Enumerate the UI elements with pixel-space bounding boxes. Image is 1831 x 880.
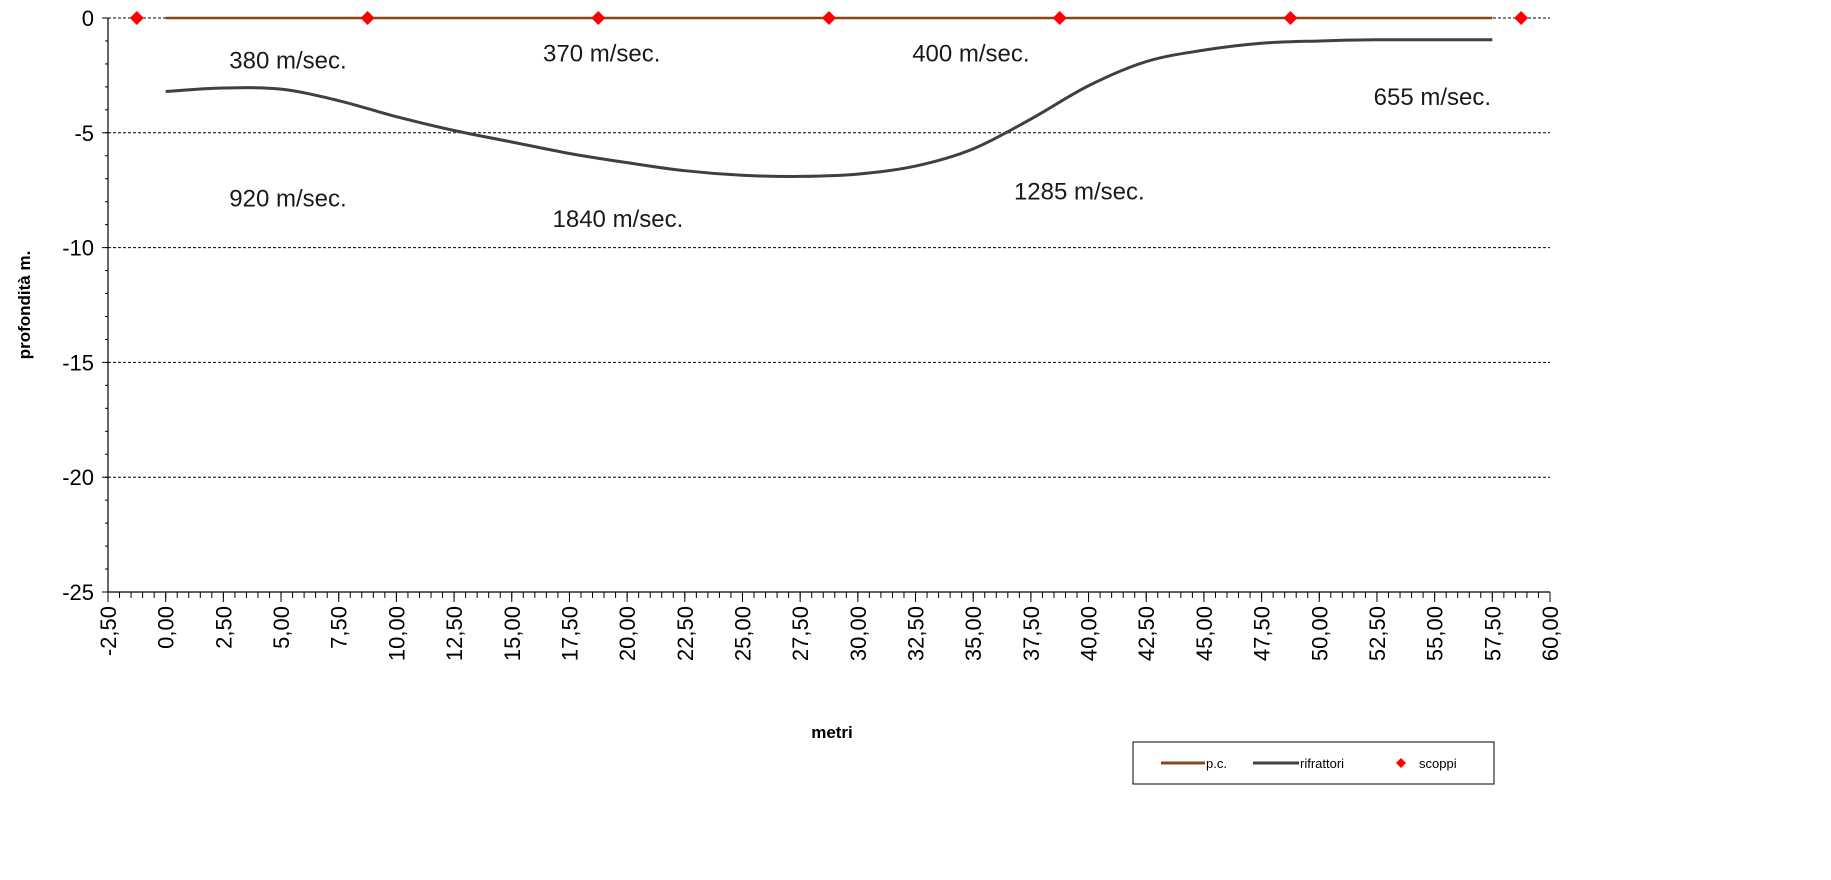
- y-tick-label: -20: [62, 465, 94, 490]
- x-tick-label: 32,50: [904, 606, 929, 661]
- x-tick-label: 2,50: [211, 606, 236, 649]
- x-tick-label: 12,50: [442, 606, 467, 661]
- y-axis-title: profondità m.: [15, 251, 34, 360]
- annotation-layer: 380 m/sec. 370 m/sec. 400 m/sec. 655 m/sec.…: [229, 41, 1491, 233]
- y-tick-label: -15: [62, 350, 94, 375]
- x-tick-label: 25,00: [730, 606, 755, 661]
- x-tick-label: 27,50: [788, 606, 813, 661]
- x-tick-label: 42,50: [1134, 606, 1159, 661]
- velocity-label: 655 m/sec.: [1374, 84, 1491, 111]
- legend-key-scoppi: [1396, 758, 1406, 768]
- scoppi-point: [360, 11, 375, 25]
- series-layer: [129, 11, 1529, 178]
- velocity-label: 380 m/sec.: [229, 48, 346, 75]
- axis-layer: 0 -5 -10 -15 -20 -25-2,50 0,00 2,50 5,00 7,50 10,0…: [62, 6, 1563, 661]
- x-tick-label: 52,50: [1365, 606, 1390, 661]
- velocity-label: 1285 m/sec.: [1014, 178, 1145, 205]
- x-tick-label: 47,50: [1250, 606, 1275, 661]
- grid-layer: [108, 17, 1550, 478]
- x-tick-label: 22,50: [673, 606, 698, 661]
- x-tick-label: 50,00: [1307, 606, 1332, 661]
- legend-label: scoppi: [1419, 756, 1457, 771]
- scoppi-point: [1283, 11, 1298, 25]
- x-tick-label: 17,50: [557, 606, 582, 661]
- x-tick-label: 55,00: [1423, 606, 1448, 661]
- x-tick-label: 57,50: [1480, 606, 1505, 661]
- x-tick-label: 45,00: [1192, 606, 1217, 661]
- velocity-label: 400 m/sec.: [912, 41, 1029, 68]
- scoppi-point: [129, 11, 144, 25]
- x-tick-label: 30,00: [846, 606, 871, 661]
- x-tick-label: 7,50: [327, 606, 352, 649]
- y-tick-label: -5: [74, 121, 94, 146]
- x-axis-title: metri: [811, 723, 853, 742]
- scoppi-point: [822, 11, 836, 25]
- legend-label: p.c.: [1206, 756, 1227, 771]
- x-tick-label: 35,00: [961, 606, 986, 661]
- velocity-label: 370 m/sec.: [543, 41, 660, 68]
- x-tick-label: 60,00: [1538, 606, 1563, 661]
- x-tick-label: 37,50: [1019, 606, 1044, 661]
- x-tick-label: 40,00: [1077, 606, 1102, 661]
- x-tick-label: 0,00: [154, 606, 179, 649]
- x-tick-label: 15,00: [500, 606, 525, 661]
- legend-label: rifrattori: [1300, 756, 1344, 771]
- velocity-label: 1840 m/sec.: [553, 206, 684, 233]
- x-tick-label: 20,00: [615, 606, 640, 661]
- legend: p.c. rifrattori scoppi: [1132, 741, 1495, 785]
- y-tick-label: -10: [62, 236, 94, 261]
- x-tick-label: 10,00: [384, 606, 409, 661]
- x-tick-label: 5,00: [269, 606, 294, 649]
- velocity-label: 920 m/sec.: [229, 185, 346, 212]
- x-tick-label: -2,50: [96, 606, 121, 656]
- y-tick-label: -25: [62, 580, 94, 605]
- scoppi-point: [1514, 11, 1529, 25]
- rifrattori-line: [165, 38, 1493, 178]
- scoppi-point: [1052, 11, 1067, 25]
- scoppi-point: [591, 11, 606, 25]
- y-tick-label: 0: [82, 6, 94, 31]
